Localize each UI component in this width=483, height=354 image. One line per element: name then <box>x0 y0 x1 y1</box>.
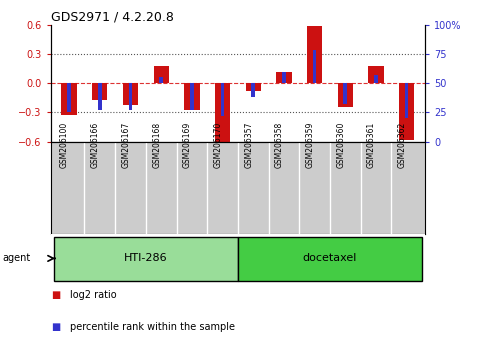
Bar <box>338 83 353 107</box>
Bar <box>368 65 384 83</box>
Bar <box>98 83 101 110</box>
Text: GDS2971 / 4.2.20.8: GDS2971 / 4.2.20.8 <box>51 11 173 24</box>
Bar <box>282 72 286 83</box>
Bar <box>67 83 71 113</box>
Bar <box>123 83 138 105</box>
Bar <box>245 83 261 91</box>
Bar <box>221 83 225 116</box>
Bar <box>374 75 378 83</box>
Bar <box>61 83 77 115</box>
Text: GSM206169: GSM206169 <box>183 122 192 169</box>
Bar <box>92 83 108 100</box>
Text: GSM206170: GSM206170 <box>213 122 223 169</box>
Text: GSM206362: GSM206362 <box>398 122 407 169</box>
Bar <box>54 237 238 281</box>
Bar <box>405 83 409 118</box>
Text: GSM206359: GSM206359 <box>306 122 314 169</box>
Bar <box>184 83 199 110</box>
Bar <box>251 83 255 97</box>
Text: agent: agent <box>2 253 30 263</box>
Bar <box>154 65 169 83</box>
Text: GSM206167: GSM206167 <box>122 122 130 169</box>
Text: GSM206166: GSM206166 <box>91 122 100 169</box>
Text: GSM206357: GSM206357 <box>244 122 253 169</box>
Bar <box>238 237 422 281</box>
Bar <box>159 78 163 83</box>
Text: percentile rank within the sample: percentile rank within the sample <box>70 322 235 332</box>
Text: HTI-286: HTI-286 <box>124 253 168 263</box>
Bar <box>313 51 316 83</box>
Bar <box>276 72 292 83</box>
Text: ■: ■ <box>51 322 60 332</box>
Bar <box>215 83 230 144</box>
Text: docetaxel: docetaxel <box>303 253 357 263</box>
Bar <box>190 83 194 110</box>
Bar <box>343 83 347 104</box>
Text: GSM206100: GSM206100 <box>60 122 69 169</box>
Bar <box>399 83 414 140</box>
Text: GSM206358: GSM206358 <box>275 122 284 169</box>
Bar <box>128 83 132 110</box>
Text: ■: ■ <box>51 290 60 300</box>
Text: GSM206361: GSM206361 <box>367 122 376 169</box>
Bar <box>307 26 322 83</box>
Text: GSM206360: GSM206360 <box>336 122 345 169</box>
Text: log2 ratio: log2 ratio <box>70 290 117 300</box>
Text: GSM206168: GSM206168 <box>152 122 161 169</box>
